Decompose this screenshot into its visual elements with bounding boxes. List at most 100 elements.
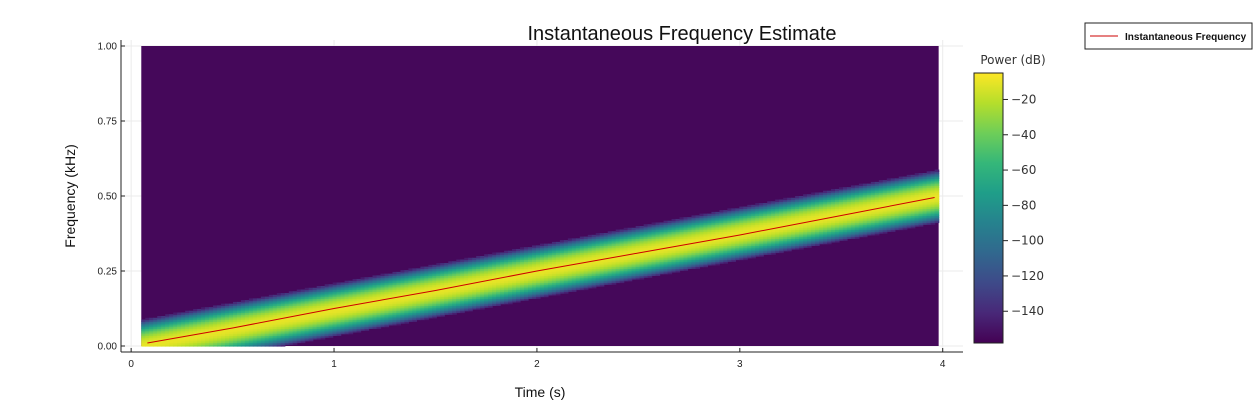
heatmap-cell: [807, 215, 812, 218]
heatmap-cell: [775, 241, 780, 245]
heatmap-cell: [177, 312, 182, 315]
heatmap-cell: [492, 264, 497, 268]
heatmap-cell: [456, 273, 461, 277]
heatmap-cell: [627, 234, 633, 238]
heatmap-cell: [504, 254, 509, 257]
heatmap-cell: [795, 229, 800, 232]
heatmap-cell: [340, 293, 346, 296]
heatmap-cell: [615, 241, 621, 245]
heatmap-cell: [292, 342, 298, 345]
heatmap-cell: [635, 229, 641, 232]
heatmap-cell: [687, 220, 693, 224]
heatmap-cell: [185, 340, 190, 344]
heatmap-cell: [440, 286, 445, 289]
heatmap-cell: [328, 284, 334, 287]
heatmap-cell: [372, 321, 378, 324]
heatmap-cell: [244, 300, 250, 303]
heatmap-cell: [360, 298, 366, 301]
heatmap-cell: [611, 245, 617, 248]
heatmap-cell: [292, 338, 298, 342]
heatmap-cell: [292, 328, 298, 331]
heatmap-cell: [496, 252, 501, 255]
heatmap-cell: [667, 270, 673, 273]
heatmap-cell: [444, 294, 449, 298]
heatmap-cell: [683, 252, 689, 255]
heatmap-cell: [627, 263, 633, 266]
heatmap-cell: [248, 317, 254, 321]
heatmap-cell: [727, 254, 732, 257]
heatmap-cell: [535, 257, 541, 261]
heatmap-cell: [488, 280, 493, 284]
heatmap-cell: [715, 261, 720, 264]
heatmap-cell: [288, 294, 294, 298]
heatmap-cell: [751, 206, 756, 209]
heatmap-cell: [404, 296, 410, 299]
heatmap-cell: [687, 236, 693, 239]
heatmap-cell: [516, 254, 521, 257]
heatmap-cell: [571, 254, 577, 257]
heatmap-cell: [803, 234, 808, 238]
heatmap-cell: [328, 293, 334, 296]
heatmap-cell: [448, 287, 453, 291]
heatmap-cell: [607, 261, 613, 264]
heatmap-cell: [272, 298, 278, 301]
heatmap-cell: [699, 236, 705, 239]
heatmap-cell: [683, 240, 689, 243]
heatmap-cell: [595, 234, 601, 238]
heatmap-cell: [647, 241, 653, 245]
heatmap-cell: [165, 321, 170, 324]
heatmap-cell: [436, 280, 441, 284]
heatmap-cell: [599, 234, 605, 238]
heatmap-cell: [531, 282, 537, 285]
heatmap-cell: [631, 268, 637, 271]
heatmap-cell: [603, 264, 609, 268]
heatmap-cell: [416, 275, 421, 278]
heatmap-cell: [404, 275, 410, 278]
heatmap-cell: [141, 344, 146, 347]
heatmap-cell: [173, 321, 178, 324]
heatmap-cell: [292, 331, 298, 335]
heatmap-cell: [539, 257, 545, 261]
heatmap-cell: [416, 268, 421, 271]
heatmap-cell: [819, 241, 824, 245]
heatmap-cell: [344, 314, 350, 317]
heatmap-cell: [679, 241, 685, 245]
heatmap-cell: [248, 301, 254, 305]
heatmap-cell: [304, 289, 310, 292]
heatmap-cell: [488, 301, 493, 305]
heatmap-cell: [464, 280, 469, 284]
heatmap-cell: [791, 199, 796, 202]
heatmap-cell: [424, 268, 429, 271]
heatmap-cell: [193, 310, 198, 314]
heatmap-cell: [344, 317, 350, 321]
heatmap-cell: [647, 243, 653, 247]
heatmap-cell: [803, 204, 808, 208]
heatmap-cell: [484, 277, 489, 280]
heatmap-cell: [244, 333, 250, 337]
heatmap-cell: [304, 296, 310, 299]
heatmap-cell: [779, 217, 784, 220]
heatmap-cell: [416, 307, 421, 310]
heatmap-cell: [571, 266, 577, 269]
heatmap-cell: [539, 273, 545, 277]
heatmap-cell: [252, 308, 258, 312]
heatmap-cell: [356, 326, 362, 329]
heatmap-cell: [197, 344, 202, 347]
heatmap-cell: [284, 324, 290, 328]
heatmap-cell: [260, 344, 266, 347]
heatmap-cell: [611, 250, 617, 254]
heatmap-cell: [205, 319, 210, 322]
heatmap-cell: [707, 236, 713, 239]
heatmap-cell: [819, 220, 824, 224]
heatmap-cell: [711, 256, 716, 259]
heatmap-cell: [595, 275, 601, 278]
heatmap-cell: [276, 296, 282, 299]
heatmap-cell: [348, 303, 354, 307]
heatmap-cell: [543, 270, 549, 273]
heatmap-cell: [747, 247, 752, 250]
heatmap-cell: [284, 342, 290, 345]
heatmap-cell: [264, 337, 270, 340]
heatmap-cell: [815, 217, 820, 220]
heatmap-cell: [611, 236, 617, 239]
heatmap-cell: [268, 316, 274, 319]
